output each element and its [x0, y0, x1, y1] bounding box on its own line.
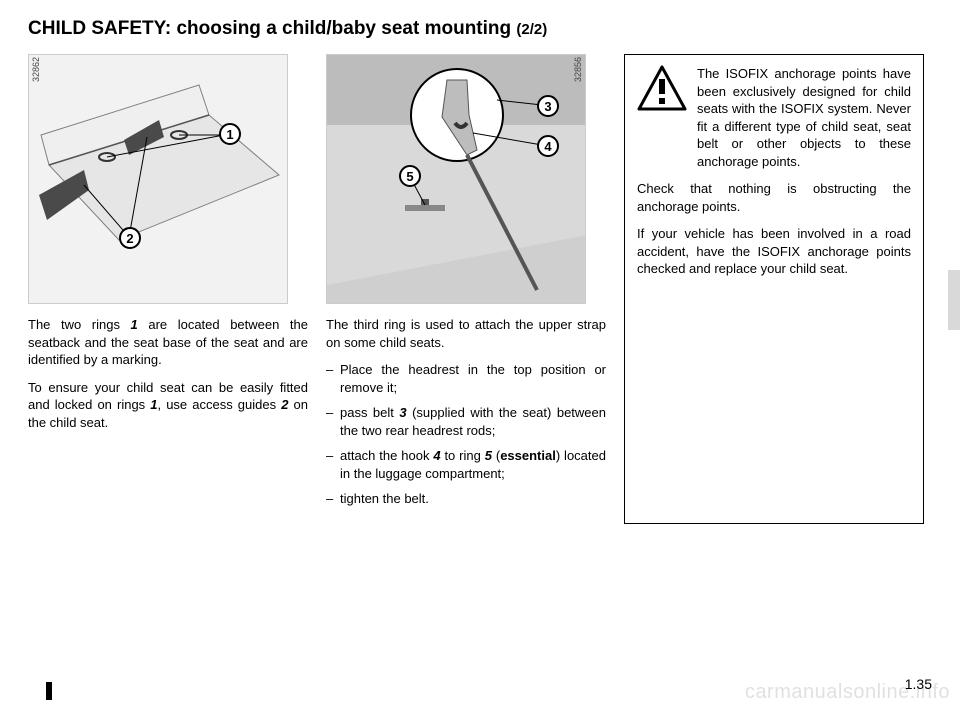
- callout-2: 2: [119, 227, 141, 249]
- columns: 32862: [28, 54, 932, 524]
- figure-1-svg: [29, 55, 288, 304]
- watermark: carmanualsonline.info: [745, 681, 950, 704]
- title-sub: (2/2): [516, 21, 547, 38]
- figure-1-code: 32862: [31, 57, 41, 82]
- col2-intro: The third ring is used to attach the upp…: [326, 316, 606, 351]
- column-2: 32856: [326, 54, 606, 524]
- figure-2-svg: [327, 55, 586, 304]
- warning-icon: [637, 65, 687, 116]
- col2-item-3: attach the hook 4 to ring 5 (essen­tial)…: [326, 447, 606, 482]
- col2-list: Place the headrest in the top position o…: [326, 361, 606, 508]
- column-3: The ISOFIX anchorage points have been ex…: [624, 54, 924, 524]
- page: CHILD SAFETY: choosing a child/baby seat…: [0, 0, 960, 710]
- col2-item-4: tighten the belt.: [326, 490, 606, 508]
- callout-5: 5: [399, 165, 421, 187]
- side-tab: [948, 270, 960, 330]
- warn-para-3: If your vehicle has been involved in a r…: [637, 225, 911, 278]
- footer-mark: [46, 682, 52, 700]
- warn-para-1: The ISOFIX anchorage points have been ex…: [697, 65, 911, 170]
- warn-para-2: Check that nothing is obstructing the an…: [637, 180, 911, 215]
- col1-para-1: The two rings 1 are located between the …: [28, 316, 308, 369]
- col1-para-2: To ensure your child seat can be easily …: [28, 379, 308, 432]
- column-1: 32862: [28, 54, 308, 524]
- figure-2: 32856: [326, 54, 586, 304]
- col2-item-1: Place the headrest in the top position o…: [326, 361, 606, 396]
- figure-2-code: 32856: [573, 57, 583, 82]
- title-main: CHILD SAFETY: choosing a child/baby seat…: [28, 18, 516, 39]
- col2-item-2: pass belt 3 (supplied with the seat) bet…: [326, 404, 606, 439]
- warning-box: The ISOFIX anchorage points have been ex…: [624, 54, 924, 524]
- figure-1: 32862: [28, 54, 288, 304]
- callout-3: 3: [537, 95, 559, 117]
- callout-1: 1: [219, 123, 241, 145]
- page-title: CHILD SAFETY: choosing a child/baby seat…: [28, 18, 932, 40]
- warning-head: The ISOFIX anchorage points have been ex…: [637, 65, 911, 180]
- callout-4: 4: [537, 135, 559, 157]
